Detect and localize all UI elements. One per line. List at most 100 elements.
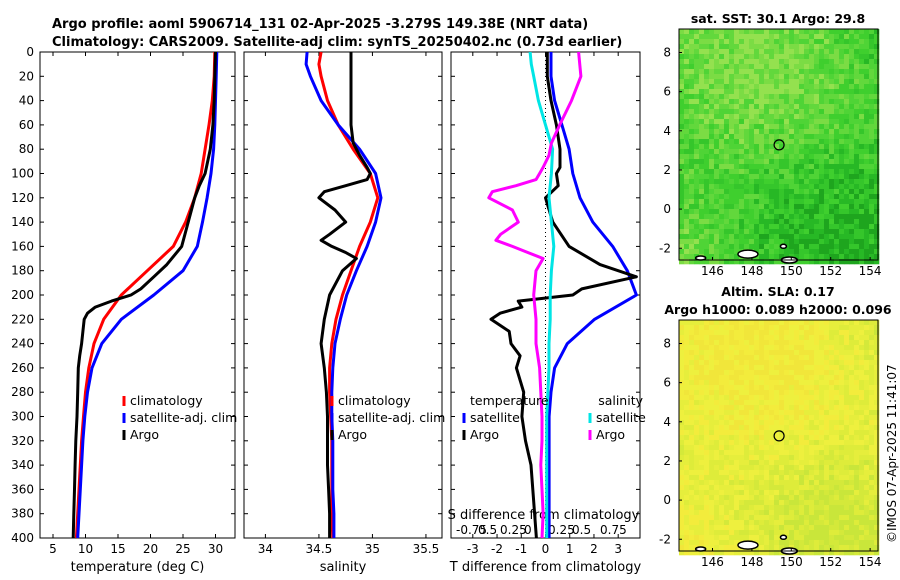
sla-cell [854, 455, 860, 461]
sst-cell [744, 49, 750, 55]
sst-cell [849, 259, 855, 265]
sst-cell [789, 144, 795, 150]
sla-cell [874, 475, 880, 481]
sst-cell [834, 59, 840, 65]
sla-cell [819, 355, 825, 361]
sla-cell [819, 480, 825, 486]
sst-cell [824, 99, 830, 105]
sla-cell [784, 445, 790, 451]
sst-cell [864, 174, 870, 180]
sla-cell [789, 530, 795, 536]
sst-cell [829, 124, 835, 130]
sst-cell [764, 49, 770, 55]
sla-cell [719, 475, 725, 481]
sst-cell [724, 89, 730, 95]
sla-cell [724, 430, 730, 436]
sla-cell [734, 500, 740, 506]
temperature-panel: 0204060801001201401601802002202402602803… [11, 45, 237, 575]
sst-cell [844, 174, 850, 180]
sla-cell [789, 430, 795, 436]
sst-cell [874, 189, 880, 195]
sla-island [779, 534, 788, 541]
sla-cell [784, 515, 790, 521]
sla-cell [829, 510, 835, 516]
sst-cell [819, 184, 825, 190]
sst-cell [854, 99, 860, 105]
sla-cell [719, 550, 725, 556]
sst-cell [709, 194, 715, 200]
sla-cell [784, 460, 790, 466]
sst-cell [729, 109, 735, 115]
sst-cell [724, 84, 730, 90]
sla-cell [794, 465, 800, 471]
sst-cell [809, 59, 815, 65]
sst-cell [874, 239, 880, 245]
sla-cell [794, 530, 800, 536]
sla-cell [869, 430, 875, 436]
sla-cell [774, 535, 780, 541]
sla-cell [869, 335, 875, 341]
sst-cell [809, 89, 815, 95]
sla-cell [774, 365, 780, 371]
sst-cell [824, 149, 830, 155]
sla-cell [719, 380, 725, 386]
sst-cell [734, 219, 740, 225]
sst-cell [784, 229, 790, 235]
sst-cell [814, 94, 820, 100]
sst-cell [794, 34, 800, 40]
sst-cell [779, 39, 785, 45]
sla-cell [819, 350, 825, 356]
sla-cell [709, 515, 715, 521]
sst-cell [829, 129, 835, 135]
sst-cell [829, 169, 835, 175]
sla-cell [799, 510, 805, 516]
sst-cell [704, 254, 710, 260]
sst-cell [749, 149, 755, 155]
sla-cell [784, 330, 790, 336]
sla-cell [869, 470, 875, 476]
sla-cell [699, 325, 705, 331]
sla-cell [684, 460, 690, 466]
sla-cell [779, 525, 785, 531]
sla-cell [699, 430, 705, 436]
sst-cell [684, 209, 690, 215]
sst-cell [744, 209, 750, 215]
sst-cell [799, 214, 805, 220]
sst-cell [719, 44, 725, 50]
sst-cell [759, 64, 765, 70]
sla-cell [689, 355, 695, 361]
sst-cell [799, 64, 805, 70]
sst-cell [859, 144, 865, 150]
sst-cell [744, 234, 750, 240]
sst-cell [784, 199, 790, 205]
sst-cell [679, 29, 685, 35]
sst-cell [729, 154, 735, 160]
sst-cell [844, 199, 850, 205]
sla-cell [694, 405, 700, 411]
sst-cell [869, 29, 875, 35]
sst-cell [779, 99, 785, 105]
sst-cell [874, 229, 880, 235]
sla-cell [789, 465, 795, 471]
sst-cell [734, 94, 740, 100]
sst-cell [809, 54, 815, 60]
sla-cell [699, 535, 705, 541]
sst-cell [799, 149, 805, 155]
sla-cell [774, 510, 780, 516]
sst-cell [854, 114, 860, 120]
sst-cell [729, 219, 735, 225]
sst-cell [724, 249, 730, 255]
sst-cell [864, 149, 870, 155]
sst-cell [864, 249, 870, 255]
sst-cell [699, 159, 705, 165]
sst-cell [784, 59, 790, 65]
sla-cell [744, 335, 750, 341]
sla-cell [769, 460, 775, 466]
sla-cell [834, 475, 840, 481]
sla-cell [704, 370, 710, 376]
sla-cell [839, 520, 845, 526]
diff-xtick-label: -1 [515, 542, 527, 556]
sst-cell [829, 244, 835, 250]
sla-cell [839, 495, 845, 501]
sla-cell [684, 375, 690, 381]
